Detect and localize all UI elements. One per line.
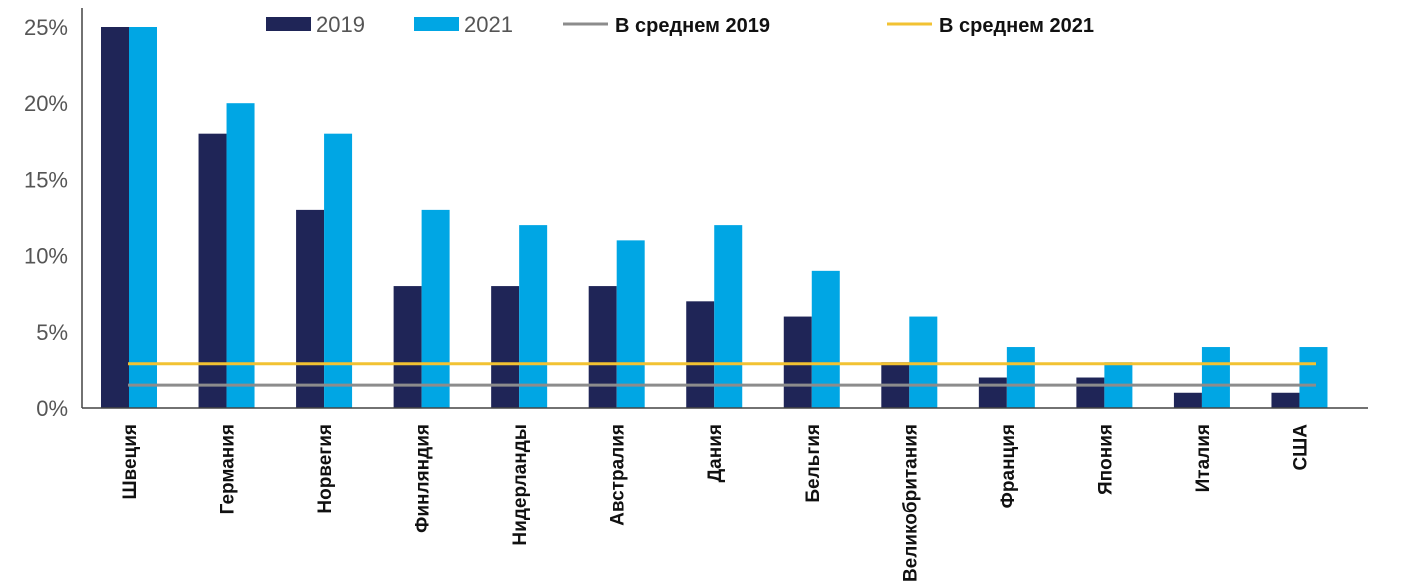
category-label: Италия (1193, 424, 1214, 492)
bar-2019-бельгия (783, 316, 812, 408)
legend-label: 2019 (316, 12, 365, 37)
legend-label: 2021 (464, 12, 513, 37)
category-label: Германия (218, 424, 239, 514)
y-tick-label: 15% (24, 167, 68, 192)
category-label: Финляндия (413, 424, 434, 533)
bar-2019-финляндия (393, 286, 422, 408)
y-axis-ticks: 0% 5% 10% 15% 20% 25% (24, 15, 68, 421)
y-tick-label: 25% (24, 15, 68, 40)
bar-2021-дания (714, 225, 743, 408)
bar-2019-италия (1173, 392, 1202, 408)
y-tick-label: 0% (36, 396, 68, 421)
category-label: Норвегия (315, 424, 336, 514)
legend-label: В среднем 2019 (615, 15, 770, 37)
bar-2021-финляндия (421, 209, 450, 408)
y-tick-label: 20% (24, 91, 68, 116)
bar-2019-дания (686, 301, 715, 408)
category-label: Франция (998, 424, 1019, 508)
bar-2021-сша (1299, 347, 1328, 408)
bar-2021-швеция (129, 27, 157, 408)
bar-2021-великобритания (909, 316, 938, 408)
bar-2019-швеция (101, 27, 129, 408)
category-label: Дания (705, 424, 726, 482)
bar-2021-бельгия (811, 270, 840, 408)
legend-swatch-2021 (414, 17, 459, 31)
legend-swatch-2019 (266, 17, 311, 31)
category-label: Великобритания (900, 424, 921, 582)
bar-2019-австралия (588, 286, 617, 408)
bar-2021-норвегия (324, 133, 353, 408)
bar-2019-норвегия (296, 209, 325, 408)
category-label: Австралия (608, 424, 629, 526)
bar-2019-франция (978, 377, 1007, 408)
reference-lines (128, 362, 1316, 387)
legend-label: В среднем 2021 (939, 15, 1094, 37)
category-label: Бельгия (803, 424, 824, 503)
bar-2021-австралия (616, 240, 645, 408)
bar-2021-нидерланды (519, 225, 548, 408)
category-labels: Швеция Германия Норвегия Финляндия Нидерланд… (120, 424, 1311, 582)
bar-2021-франция (1006, 347, 1035, 408)
bar-2019-япония (1076, 377, 1105, 408)
bar-2019-нидерланды (491, 286, 520, 408)
category-label: США (1290, 424, 1311, 471)
category-label: Япония (1095, 424, 1116, 495)
bar-2019-сша (1271, 392, 1300, 408)
bar-2021-германия (226, 103, 255, 408)
legend: 2019 2021 В среднем 2019 В среднем 2021 (266, 12, 1094, 37)
y-tick-label: 5% (36, 320, 68, 345)
bar-2019-германия (198, 133, 227, 408)
category-label: Нидерланды (510, 424, 531, 546)
bar-2021-италия (1201, 347, 1230, 408)
category-label: Швеция (120, 424, 141, 500)
bars (101, 27, 1328, 408)
y-tick-label: 10% (24, 244, 68, 269)
